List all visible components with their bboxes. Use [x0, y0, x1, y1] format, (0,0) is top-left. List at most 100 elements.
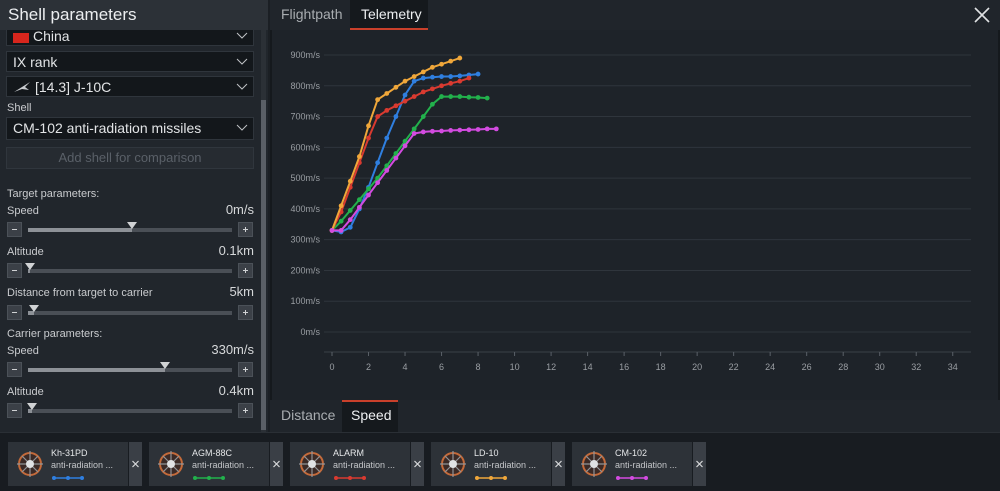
x-tick-label: 32: [911, 362, 921, 372]
increase-button[interactable]: [238, 222, 253, 237]
legend-label: LD-10: [474, 448, 499, 458]
swatch-dot: [334, 476, 338, 480]
remove-icon[interactable]: [693, 442, 706, 486]
shell-icon: [299, 451, 325, 477]
data-point: [439, 61, 444, 67]
shell-card[interactable]: LD-10 anti-radiation ...: [431, 442, 565, 486]
card-body[interactable]: LD-10 anti-radiation ...: [431, 442, 551, 486]
decrease-button[interactable]: [7, 222, 22, 237]
data-point: [466, 127, 472, 133]
remove-button[interactable]: [411, 442, 424, 486]
data-point: [457, 73, 463, 79]
data-point: [347, 178, 353, 184]
tab[interactable]: Flightpath: [281, 6, 343, 22]
swatch-dot: [221, 476, 225, 480]
tab-active[interactable]: Telemetry: [361, 6, 422, 22]
x-tick-label: 12: [546, 362, 556, 372]
subtab[interactable]: Distance: [281, 407, 336, 423]
data-point: [375, 180, 381, 186]
data-point: [448, 80, 454, 86]
data-point: [484, 95, 490, 101]
decrease-button[interactable]: [7, 362, 22, 377]
data-point: [448, 128, 454, 133]
slider[interactable]: [28, 222, 232, 232]
remove-icon[interactable]: [129, 442, 142, 486]
param-value: 330m/s: [211, 342, 254, 357]
swatch-dot: [630, 476, 634, 480]
legend-swatch: [334, 476, 366, 480]
shell-dropdown[interactable]: CM-102 anti-radiation missiles: [6, 117, 254, 140]
remove-cross: [555, 460, 562, 468]
x-tick-label: 6: [439, 362, 444, 372]
nation-dropdown[interactable]: China: [6, 25, 254, 46]
y-tick-label: 600m/s: [290, 142, 320, 152]
data-point: [356, 204, 362, 210]
remove-cross: [696, 460, 703, 468]
shell-card[interactable]: AGM-88C anti-radiation ...: [149, 442, 283, 486]
swatch-dot: [52, 476, 56, 480]
data-point: [411, 78, 417, 84]
data-point: [420, 114, 426, 119]
section-heading: Target parameters:: [7, 188, 100, 200]
shell-card[interactable]: CM-102 anti-radiation ...: [572, 442, 706, 486]
data-point: [420, 89, 426, 95]
x-tick-label: 30: [875, 362, 885, 372]
data-point: [420, 129, 426, 135]
remove-button[interactable]: [693, 442, 706, 486]
data-point: [475, 95, 481, 100]
decrease-button[interactable]: [7, 305, 22, 320]
slider[interactable]: [27, 403, 232, 413]
shell-icon: [17, 451, 43, 477]
increase-button[interactable]: [238, 362, 253, 377]
slider[interactable]: [25, 263, 232, 273]
card-body[interactable]: Kh-31PD anti-radiation ...: [8, 442, 128, 486]
data-point: [384, 163, 390, 169]
slider[interactable]: [28, 305, 232, 315]
shell-card[interactable]: Kh-31PD anti-radiation ...: [8, 442, 142, 486]
shell-card[interactable]: ALARM anti-radiation ...: [290, 442, 424, 486]
data-point: [384, 108, 390, 113]
slider[interactable]: [28, 362, 232, 372]
remove-button[interactable]: [129, 442, 142, 486]
data-point: [402, 98, 408, 104]
remove-icon[interactable]: [411, 442, 424, 486]
plot-background: [272, 30, 998, 400]
remove-button[interactable]: [270, 442, 283, 486]
shell: CM-102 anti-radiation missiles: [13, 120, 202, 136]
data-point: [384, 91, 390, 96]
scrollbar[interactable]: [261, 30, 266, 432]
y-tick-label: 800m/s: [290, 81, 320, 91]
data-point: [356, 154, 362, 159]
vehicle-dropdown[interactable]: [14.3] J-10C: [6, 76, 254, 97]
card-body[interactable]: CM-102 anti-radiation ...: [572, 442, 692, 486]
add-shell-button[interactable]: Add shell for comparison: [6, 147, 254, 169]
card-body[interactable]: AGM-88C anti-radiation ...: [149, 442, 269, 486]
swatch-dot: [348, 476, 352, 480]
data-point: [493, 126, 499, 132]
comparison-bar: Kh-31PD anti-radiation ... AGM-88C anti-rad…: [0, 432, 1000, 491]
increase-button[interactable]: [238, 305, 253, 320]
increase-button[interactable]: [238, 263, 253, 278]
remove-button[interactable]: [552, 442, 565, 486]
rank-dropdown[interactable]: IX rank: [6, 51, 254, 72]
remove-icon[interactable]: [270, 442, 283, 486]
card-subtitle: anti-radiation ...: [51, 460, 114, 470]
card-subtitle: anti-radiation ...: [615, 460, 678, 470]
subtab-active[interactable]: Speed: [351, 407, 392, 423]
swatch-dot: [489, 476, 493, 480]
icon-core: [167, 460, 175, 468]
data-point: [448, 74, 454, 79]
decrease-button[interactable]: [7, 263, 22, 278]
parameters-panel: Shell parameters China IX rank [14.3] J-…: [0, 0, 268, 432]
legend-label: ALARM: [333, 448, 365, 458]
increase-button[interactable]: [238, 403, 253, 418]
x-tick-label: 34: [948, 362, 958, 372]
data-point: [402, 138, 408, 144]
shell-label: Shell: [7, 102, 32, 114]
data-point: [347, 208, 353, 213]
decrease-button[interactable]: [7, 403, 22, 418]
close-button[interactable]: [972, 5, 992, 25]
card-body[interactable]: ALARM anti-radiation ...: [290, 442, 410, 486]
remove-icon[interactable]: [552, 442, 565, 486]
card-subtitle: anti-radiation ...: [333, 460, 396, 470]
